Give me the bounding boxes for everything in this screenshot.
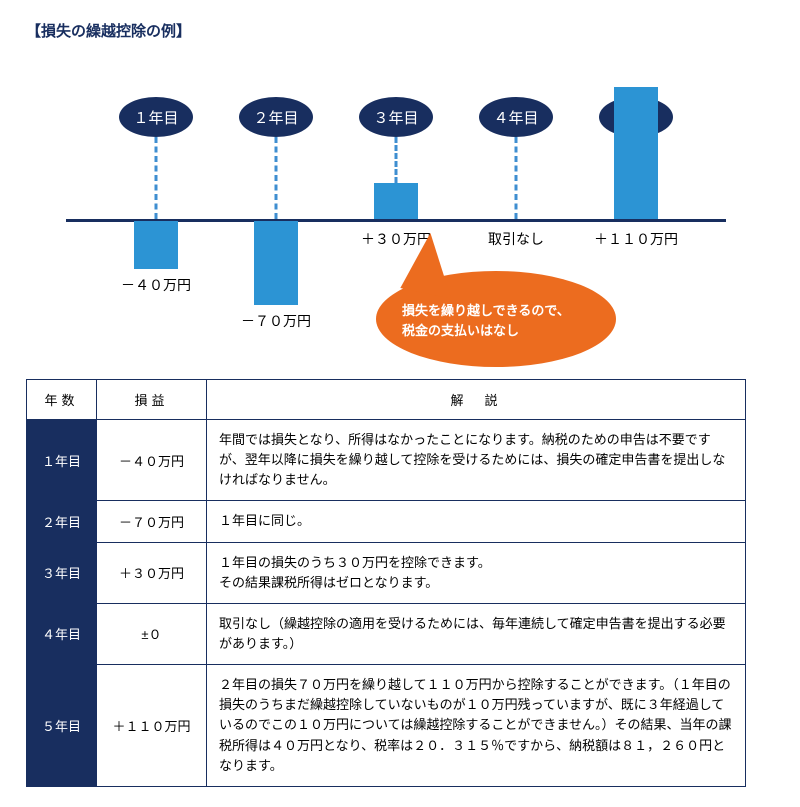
cell-explanation: １年目の損失のうち３０万円を控除できます。その結果課税所得はゼロとなります。 bbox=[207, 542, 746, 603]
chart-value-label: ＋１１０万円 bbox=[594, 229, 678, 249]
year-badge: ３年目 bbox=[359, 97, 433, 137]
explanation-table: 年数 損益 解 説 １年目－４０万円年間では損失となり、所得はなかったことになり… bbox=[26, 379, 746, 787]
cell-pl: －４０万円 bbox=[97, 420, 207, 501]
cell-explanation: 取引なし（繰越控除の適用を受けるためには、毎年連続して確定申告書を提出する必要が… bbox=[207, 603, 746, 664]
cell-year: ３年目 bbox=[27, 542, 97, 603]
cell-explanation: 年間では損失となり、所得はなかったことになります。納税のための申告は不要ですが、… bbox=[207, 420, 746, 501]
chart-value-label: －４０万円 bbox=[121, 275, 191, 295]
chart-bar bbox=[614, 87, 658, 219]
chart-bar bbox=[134, 221, 178, 269]
cell-pl: ±０ bbox=[97, 603, 207, 664]
chart-value-label: 取引なし bbox=[488, 229, 544, 249]
cell-pl: －７０万円 bbox=[97, 501, 207, 542]
chart-connector bbox=[155, 137, 158, 219]
chart-connector bbox=[395, 137, 398, 183]
table-row: １年目－４０万円年間では損失となり、所得はなかったことになります。納税のための申… bbox=[27, 420, 746, 501]
table-row: ３年目＋３０万円１年目の損失のうち３０万円を控除できます。その結果課税所得はゼロ… bbox=[27, 542, 746, 603]
callout-text: 損失を繰り越しできるので、税金の支払いはなし bbox=[402, 301, 570, 340]
chart-value-label: －７０万円 bbox=[241, 311, 311, 331]
table-row: ２年目－７０万円１年目に同じ。 bbox=[27, 501, 746, 542]
cell-year: １年目 bbox=[27, 420, 97, 501]
cell-year: ２年目 bbox=[27, 501, 97, 542]
year-badge: ２年目 bbox=[239, 97, 313, 137]
chart-bar bbox=[374, 183, 418, 219]
cell-year: ４年目 bbox=[27, 603, 97, 664]
cell-year: ５年目 bbox=[27, 665, 97, 787]
chart-connector bbox=[275, 137, 278, 219]
table-row: ５年目＋１１０万円２年目の損失７０万円を繰り越して１１０万円から控除することがで… bbox=[27, 665, 746, 787]
col-year: 年数 bbox=[27, 380, 97, 420]
chart-connector bbox=[515, 137, 518, 219]
chart-bar bbox=[254, 221, 298, 305]
cell-pl: ＋１１０万円 bbox=[97, 665, 207, 787]
year-badge: １年目 bbox=[119, 97, 193, 137]
cell-explanation: ２年目の損失７０万円を繰り越して１１０万円から控除することができます。（１年目の… bbox=[207, 665, 746, 787]
cell-pl: ＋３０万円 bbox=[97, 542, 207, 603]
col-pl: 損益 bbox=[97, 380, 207, 420]
cell-explanation: １年目に同じ。 bbox=[207, 501, 746, 542]
col-expl: 解 説 bbox=[207, 380, 746, 420]
carryover-chart: １年目－４０万円２年目－７０万円３年目＋３０万円４年目取引なし５年目＋１１０万円… bbox=[66, 59, 726, 359]
table-row: ４年目±０取引なし（繰越控除の適用を受けるためには、毎年連続して確定申告書を提出… bbox=[27, 603, 746, 664]
year-badge: ４年目 bbox=[479, 97, 553, 137]
page-title: 【損失の繰越控除の例】 bbox=[26, 20, 774, 41]
table-header-row: 年数 損益 解 説 bbox=[27, 380, 746, 420]
